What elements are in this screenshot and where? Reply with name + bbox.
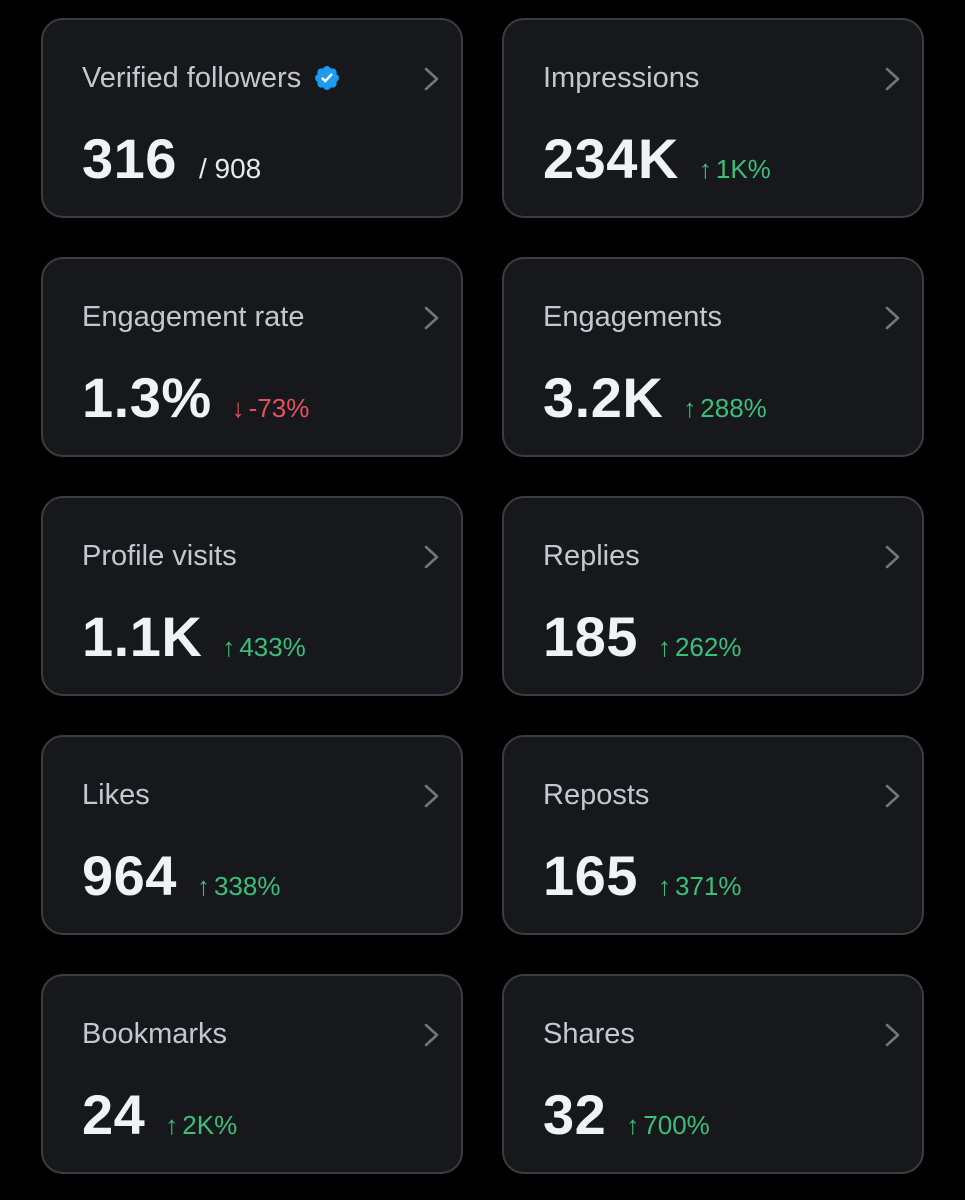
change-percent: 700% — [643, 1110, 710, 1140]
card-title-label: Bookmarks — [82, 1018, 228, 1050]
change-percent: 338% — [213, 871, 281, 901]
card-title: Likes — [82, 777, 150, 813]
card-reposts[interactable]: Reposts 165 ↑ 371% — [502, 735, 924, 935]
metric-value: 964 — [82, 844, 177, 907]
change-indicator: ↑ 700% — [626, 1110, 710, 1141]
arrow-up-icon: ↑ — [626, 1110, 640, 1140]
arrow-up-icon: ↑ — [698, 154, 712, 184]
change-percent: 2K% — [182, 1110, 238, 1140]
value-row: 3.2K ↑ 288% — [543, 367, 767, 429]
arrow-up-icon: ↑ — [196, 871, 210, 901]
chevron-right-icon — [424, 67, 439, 91]
change-percent: 1K% — [715, 154, 771, 184]
metric-value: 1.3% — [82, 366, 212, 429]
card-title-label: Reposts — [543, 779, 650, 811]
metric-value: 3.2K — [543, 366, 664, 429]
arrow-up-icon: ↑ — [657, 632, 671, 662]
metric-value: 1.1K — [82, 605, 203, 668]
chevron-right-icon — [424, 306, 439, 330]
chevron-right-icon — [885, 545, 900, 569]
card-title: Verified followers — [82, 60, 341, 96]
change-indicator: ↑ 338% — [197, 871, 281, 902]
change-indicator: ↓ -73% — [232, 393, 310, 424]
value-row: 165 ↑ 371% — [543, 845, 741, 907]
value-row: 234K ↑ 1K% — [543, 128, 771, 190]
card-title: Profile visits — [82, 538, 237, 574]
value-row: 1.1K ↑ 433% — [82, 606, 306, 668]
card-title: Reposts — [543, 777, 649, 813]
chevron-right-icon — [424, 545, 439, 569]
change-percent: -73% — [248, 393, 310, 423]
metric-value: 316 — [82, 127, 177, 190]
chevron-right-icon — [885, 784, 900, 808]
card-title-label: Shares — [543, 1018, 635, 1050]
card-profile-visits[interactable]: Profile visits 1.1K ↑ 433% — [41, 496, 463, 696]
metric-value: 32 — [543, 1083, 607, 1146]
card-engagement-rate[interactable]: Engagement rate 1.3% ↓ -73% — [41, 257, 463, 457]
change-indicator: ↑ 2K% — [165, 1110, 237, 1141]
card-shares[interactable]: Shares 32 ↑ 700% — [502, 974, 924, 1174]
card-title: Bookmarks — [82, 1016, 227, 1052]
analytics-grid: Verified followers 316 / 908 Impressions… — [41, 18, 924, 1174]
card-title-label: Engagements — [543, 301, 722, 333]
change-indicator: ↑ 262% — [658, 632, 742, 663]
chevron-right-icon — [424, 1023, 439, 1047]
arrow-down-icon: ↓ — [231, 393, 245, 423]
card-title: Engagements — [543, 299, 722, 335]
verified-badge-icon — [315, 66, 340, 90]
value-row: 1.3% ↓ -73% — [82, 367, 309, 429]
arrow-up-icon: ↑ — [222, 632, 236, 662]
change-indicator: ↑ 1K% — [699, 154, 771, 185]
arrow-up-icon: ↑ — [657, 871, 671, 901]
card-title-label: Replies — [543, 540, 640, 572]
change-indicator: ↑ 288% — [683, 393, 767, 424]
metric-value: 185 — [543, 605, 638, 668]
chevron-right-icon — [885, 67, 900, 91]
card-title: Replies — [543, 538, 640, 574]
card-title-label: Likes — [82, 779, 150, 811]
card-title: Impressions — [543, 60, 699, 96]
value-row: 964 ↑ 338% — [82, 845, 280, 907]
chevron-right-icon — [885, 1023, 900, 1047]
card-title: Shares — [543, 1016, 635, 1052]
total-followers: / 908 — [198, 153, 262, 184]
arrow-up-icon: ↑ — [165, 1110, 179, 1140]
metric-value: 165 — [543, 844, 638, 907]
change-percent: 262% — [674, 632, 742, 662]
value-row: 316 / 908 — [82, 128, 261, 190]
value-row: 24 ↑ 2K% — [82, 1084, 237, 1146]
card-title-label: Profile visits — [82, 540, 237, 572]
card-title: Engagement rate — [82, 299, 304, 335]
arrow-up-icon: ↑ — [683, 393, 697, 423]
change-indicator: ↑ 433% — [222, 632, 306, 663]
card-likes[interactable]: Likes 964 ↑ 338% — [41, 735, 463, 935]
metric-value: 234K — [543, 127, 679, 190]
metric-value: 24 — [82, 1083, 146, 1146]
change-percent: 433% — [239, 632, 306, 662]
change-percent: 371% — [674, 871, 742, 901]
chevron-right-icon — [885, 306, 900, 330]
chevron-right-icon — [424, 784, 439, 808]
value-row: 32 ↑ 700% — [543, 1084, 710, 1146]
card-title-label: Impressions — [543, 62, 700, 94]
card-replies[interactable]: Replies 185 ↑ 262% — [502, 496, 924, 696]
card-bookmarks[interactable]: Bookmarks 24 ↑ 2K% — [41, 974, 463, 1174]
card-title-label: Verified followers — [82, 62, 302, 94]
change-percent: 288% — [700, 393, 767, 423]
value-row: 185 ↑ 262% — [543, 606, 741, 668]
change-indicator: ↑ 371% — [658, 871, 742, 902]
card-title-label: Engagement rate — [82, 301, 305, 333]
card-engagements[interactable]: Engagements 3.2K ↑ 288% — [502, 257, 924, 457]
card-verified-followers[interactable]: Verified followers 316 / 908 — [41, 18, 463, 218]
card-impressions[interactable]: Impressions 234K ↑ 1K% — [502, 18, 924, 218]
